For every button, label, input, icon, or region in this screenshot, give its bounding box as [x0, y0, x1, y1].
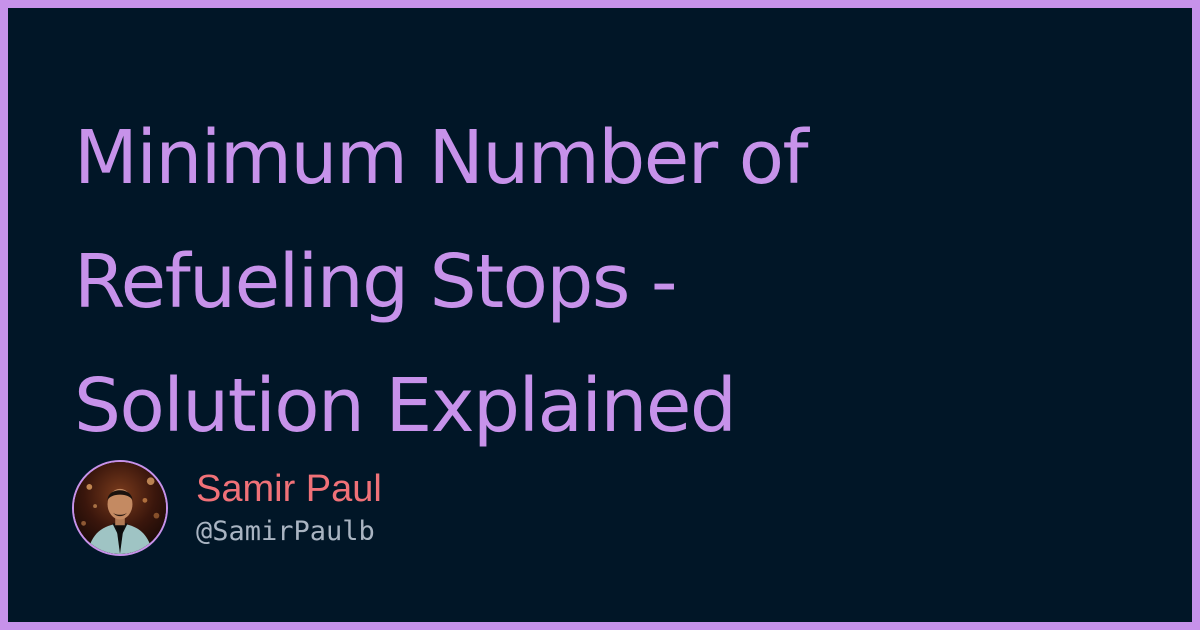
title-line: Minimum Number of	[74, 115, 809, 201]
author-name: Samir Paul	[196, 468, 382, 510]
avatar-photo	[74, 462, 166, 554]
title-line: Refueling Stops -	[74, 239, 678, 325]
title-line: Solution Explained	[74, 363, 737, 449]
author-text: Samir Paul @SamirPaulb	[196, 467, 382, 549]
author-block: Samir Paul @SamirPaulb	[72, 458, 382, 558]
article-title: Minimum Number of Refueling Stops - Solu…	[74, 96, 1134, 468]
og-card: Minimum Number of Refueling Stops - Solu…	[8, 8, 1192, 622]
author-handle: @SamirPaulb	[196, 516, 375, 547]
avatar	[72, 460, 168, 556]
